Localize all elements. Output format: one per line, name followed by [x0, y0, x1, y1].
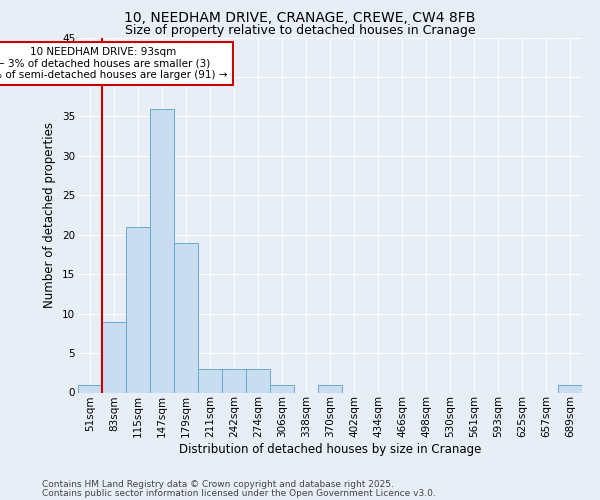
Bar: [174, 242, 198, 392]
Bar: [558, 384, 582, 392]
Text: Contains public sector information licensed under the Open Government Licence v3: Contains public sector information licen…: [42, 489, 436, 498]
Text: 10, NEEDHAM DRIVE, CRANAGE, CREWE, CW4 8FB: 10, NEEDHAM DRIVE, CRANAGE, CREWE, CW4 8…: [124, 12, 476, 26]
Bar: [246, 369, 270, 392]
Bar: [318, 384, 342, 392]
X-axis label: Distribution of detached houses by size in Cranage: Distribution of detached houses by size …: [179, 443, 481, 456]
Bar: [126, 227, 150, 392]
Bar: [222, 369, 246, 392]
Bar: [102, 322, 126, 392]
Text: Size of property relative to detached houses in Cranage: Size of property relative to detached ho…: [125, 24, 475, 37]
Bar: [270, 384, 294, 392]
Text: 10 NEEDHAM DRIVE: 93sqm
← 3% of detached houses are smaller (3)
97% of semi-deta: 10 NEEDHAM DRIVE: 93sqm ← 3% of detached…: [0, 47, 227, 80]
Bar: [198, 369, 222, 392]
Bar: [150, 108, 174, 393]
Bar: [78, 384, 102, 392]
Text: Contains HM Land Registry data © Crown copyright and database right 2025.: Contains HM Land Registry data © Crown c…: [42, 480, 394, 489]
Y-axis label: Number of detached properties: Number of detached properties: [43, 122, 56, 308]
